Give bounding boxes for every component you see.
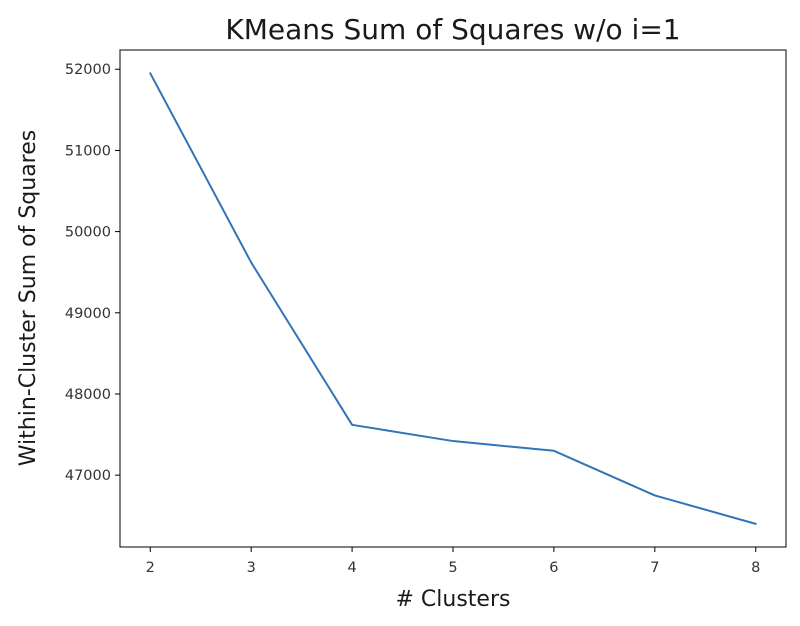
- x-tick-label: 8: [751, 560, 760, 576]
- y-axis-label: Within-Cluster Sum of Squares: [16, 130, 41, 466]
- x-tick-label: 5: [448, 560, 457, 576]
- y-axis-ticks: 47000 48000 49000 50000 51000 52000: [65, 62, 120, 484]
- y-tick-label: 50000: [65, 225, 111, 241]
- x-tick-label: 2: [146, 560, 155, 576]
- x-tick-label: 6: [549, 560, 558, 576]
- plot-frame: [119, 49, 787, 548]
- chart-title: KMeans Sum of Squares w/o i=1: [225, 13, 680, 46]
- y-tick-label: 48000: [65, 387, 111, 403]
- series-points: [150, 73, 756, 524]
- x-tick-label: 7: [650, 560, 659, 576]
- y-tick-label: 52000: [65, 62, 111, 78]
- y-tick-label: 51000: [65, 143, 111, 159]
- x-tick-label: 4: [347, 560, 356, 576]
- x-axis-ticks: 2 3 4 5 6 7 8: [146, 547, 760, 576]
- x-tick-label: 3: [247, 560, 256, 576]
- y-tick-label: 49000: [65, 306, 111, 322]
- y-tick-label: 47000: [65, 468, 111, 484]
- x-axis-label: # Clusters: [396, 587, 511, 612]
